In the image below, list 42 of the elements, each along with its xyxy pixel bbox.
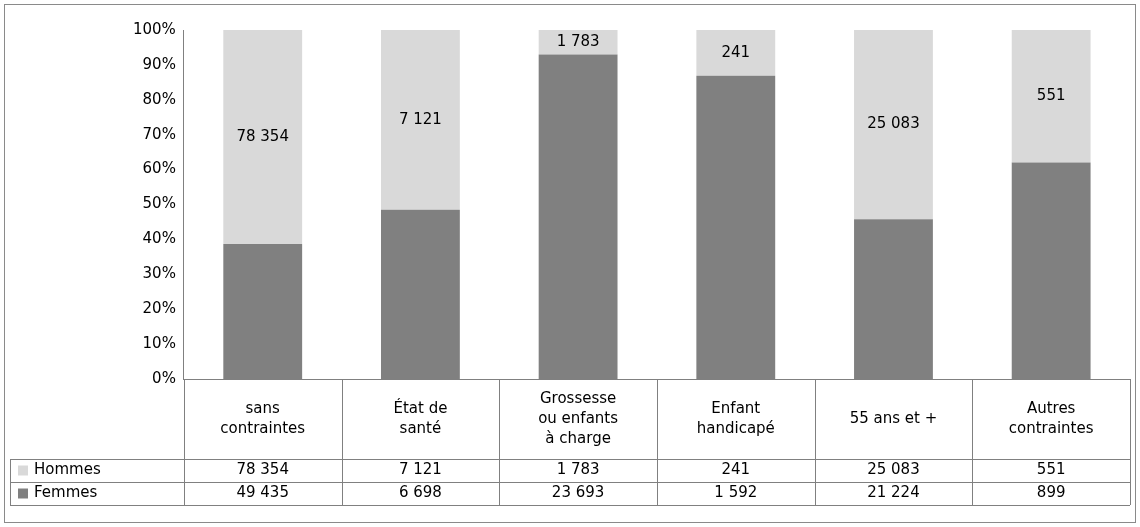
y-tick-label: 20% xyxy=(142,299,176,318)
text: 21 224 xyxy=(867,483,920,502)
text: 78 354 xyxy=(236,460,289,479)
y-tick-label: 60% xyxy=(142,159,176,178)
text: 899 xyxy=(1036,483,1066,502)
x-tick-label: sans contraintes xyxy=(220,398,306,437)
text: 6 698 xyxy=(398,483,442,502)
y-tick-label: 70% xyxy=(142,124,176,143)
text: 241 xyxy=(721,460,751,479)
x-tick-label: Grossesse ou enfants à charge xyxy=(538,388,619,447)
y-tick-label: 0% xyxy=(152,368,176,387)
text: 551 xyxy=(1036,460,1066,479)
text: 49 435 xyxy=(236,483,289,502)
y-tick-label: 90% xyxy=(142,54,176,73)
annotation: 551 xyxy=(1036,86,1066,105)
annotation: 25 083 xyxy=(867,114,920,133)
annotation: 7 121 xyxy=(398,109,442,128)
y-tick-label: 80% xyxy=(142,89,176,108)
y-tick-label: 10% xyxy=(142,333,176,352)
text: 1 783 xyxy=(556,460,600,479)
x-tick-label: Enfant handicapé xyxy=(696,398,775,437)
text: 7 121 xyxy=(398,460,442,479)
annotation: 1 783 xyxy=(556,32,600,51)
y-tick-label: 30% xyxy=(142,264,176,283)
bar xyxy=(380,30,460,210)
bar xyxy=(696,30,776,76)
annotation: 78 354 xyxy=(236,126,289,145)
y-tick-label: 100% xyxy=(132,19,176,38)
legend-label: Hommes xyxy=(34,460,101,479)
text: 23 693 xyxy=(551,483,605,502)
annotation: 241 xyxy=(721,42,751,61)
bar xyxy=(223,30,303,244)
y-tick-label: 50% xyxy=(142,194,176,213)
x-tick-label: 55 ans et + xyxy=(849,408,938,427)
bar xyxy=(1011,30,1091,163)
y-tick-label: 40% xyxy=(142,229,176,248)
legend-label: Femmes xyxy=(34,483,98,502)
text: 25 083 xyxy=(867,460,920,479)
x-tick-label: État de santé xyxy=(393,397,448,437)
text: 1 592 xyxy=(714,483,758,502)
x-tick-label: Autres contraintes xyxy=(1008,398,1094,437)
bar xyxy=(854,30,933,220)
